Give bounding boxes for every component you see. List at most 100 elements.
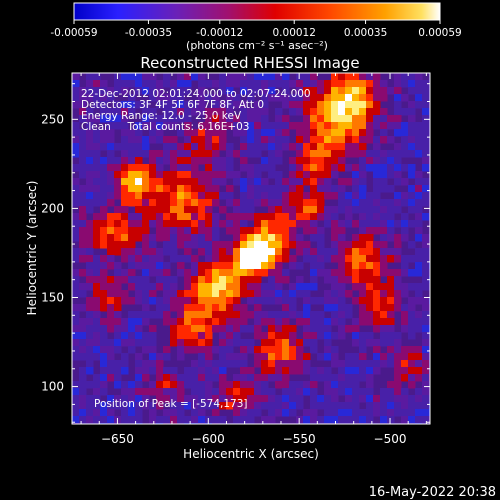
heatmap-cell	[72, 87, 80, 95]
heatmap-cell	[177, 101, 185, 109]
heatmap-cell	[198, 129, 206, 137]
heatmap-cell	[170, 325, 178, 333]
heatmap-cell	[156, 94, 164, 102]
heatmap-cell	[387, 311, 395, 319]
heatmap-cell	[72, 143, 80, 151]
heatmap-cell	[191, 416, 199, 424]
heatmap-cell	[373, 150, 381, 158]
heatmap-cell	[401, 395, 409, 403]
heatmap-cell	[184, 101, 192, 109]
heatmap-cell	[191, 171, 199, 179]
heatmap-cell	[394, 101, 402, 109]
heatmap-cell	[100, 87, 108, 95]
heatmap-cell	[156, 234, 164, 242]
heatmap-cell	[240, 87, 248, 95]
heatmap-cell	[121, 150, 129, 158]
heatmap-cell	[331, 311, 339, 319]
heatmap-cell	[100, 290, 108, 298]
heatmap-cell	[184, 185, 192, 193]
heatmap-cell	[107, 409, 115, 417]
heatmap-cell	[86, 255, 94, 263]
heatmap-cell	[261, 367, 269, 375]
heatmap-cell	[240, 192, 248, 200]
heatmap-cell	[415, 416, 423, 424]
heatmap-cell	[282, 269, 290, 277]
heatmap-cell	[233, 416, 241, 424]
heatmap-cell	[401, 234, 409, 242]
heatmap-cell	[422, 353, 430, 361]
heatmap-cell	[149, 108, 157, 116]
heatmap-cell	[128, 283, 136, 291]
heatmap-cell	[142, 199, 150, 207]
heatmap-cell	[296, 80, 304, 88]
heatmap-cell	[198, 213, 206, 221]
heatmap-cell	[282, 297, 290, 305]
heatmap-cell	[114, 311, 122, 319]
heatmap-cell	[142, 73, 150, 81]
heatmap-cell	[240, 416, 248, 424]
heatmap-cell	[380, 409, 388, 417]
heatmap-cell	[205, 122, 213, 130]
heatmap-cell	[317, 297, 325, 305]
heatmap-cell	[205, 332, 213, 340]
heatmap-cell	[170, 227, 178, 235]
annotation-energy-range: Energy Range: 12.0 - 25.0 keV	[81, 110, 242, 122]
heatmap-cell	[142, 388, 150, 396]
heatmap-cell	[191, 129, 199, 137]
heatmap-cell	[114, 290, 122, 298]
heatmap-cell	[226, 318, 234, 326]
heatmap-cell	[72, 353, 80, 361]
heatmap-cell	[401, 262, 409, 270]
heatmap-cell	[79, 381, 87, 389]
heatmap-cell	[156, 381, 164, 389]
heatmap-cell	[352, 325, 360, 333]
heatmap-cell	[240, 276, 248, 284]
heatmap-cell	[86, 395, 94, 403]
heatmap-cell	[72, 80, 80, 88]
heatmap-cell	[289, 220, 297, 228]
heatmap-cell	[373, 248, 381, 256]
footer-timestamp: 16-May-2022 20:38	[369, 485, 496, 500]
heatmap-cell	[387, 115, 395, 123]
heatmap-cell	[261, 290, 269, 298]
heatmap-cell	[310, 129, 318, 137]
heatmap-cell	[93, 115, 101, 123]
heatmap-cell	[380, 353, 388, 361]
heatmap-cell	[289, 402, 297, 410]
heatmap-cell	[184, 395, 192, 403]
heatmap-cell	[128, 262, 136, 270]
heatmap-cell	[205, 115, 213, 123]
heatmap-cell	[415, 122, 423, 130]
heatmap-cell	[387, 388, 395, 396]
heatmap-cell	[317, 332, 325, 340]
heatmap-cell	[282, 199, 290, 207]
heatmap-cell	[247, 108, 255, 116]
heatmap-cells	[72, 73, 430, 424]
heatmap-cell	[79, 248, 87, 256]
y-tick-label: 200	[41, 201, 64, 215]
heatmap-cell	[310, 178, 318, 186]
heatmap-cell	[86, 402, 94, 410]
heatmap-cell	[93, 325, 101, 333]
heatmap-cell	[366, 304, 374, 312]
y-tick-label: 150	[41, 290, 64, 304]
heatmap-cell	[422, 150, 430, 158]
heatmap-cell	[100, 192, 108, 200]
heatmap-cell	[359, 73, 367, 81]
heatmap-cell	[170, 318, 178, 326]
heatmap-cell	[100, 199, 108, 207]
heatmap-cell	[170, 255, 178, 263]
heatmap-cell	[142, 227, 150, 235]
heatmap-cell	[177, 129, 185, 137]
heatmap-cell	[72, 199, 80, 207]
heatmap-cell	[422, 143, 430, 151]
heatmap-cell	[408, 101, 416, 109]
heatmap-cell	[345, 101, 353, 109]
heatmap-cell	[226, 332, 234, 340]
heatmap-cell	[212, 185, 220, 193]
heatmap-cell	[184, 283, 192, 291]
heatmap-cell	[254, 220, 262, 228]
heatmap-cell	[275, 73, 283, 81]
heatmap-cell	[275, 199, 283, 207]
heatmap-cell	[226, 402, 234, 410]
